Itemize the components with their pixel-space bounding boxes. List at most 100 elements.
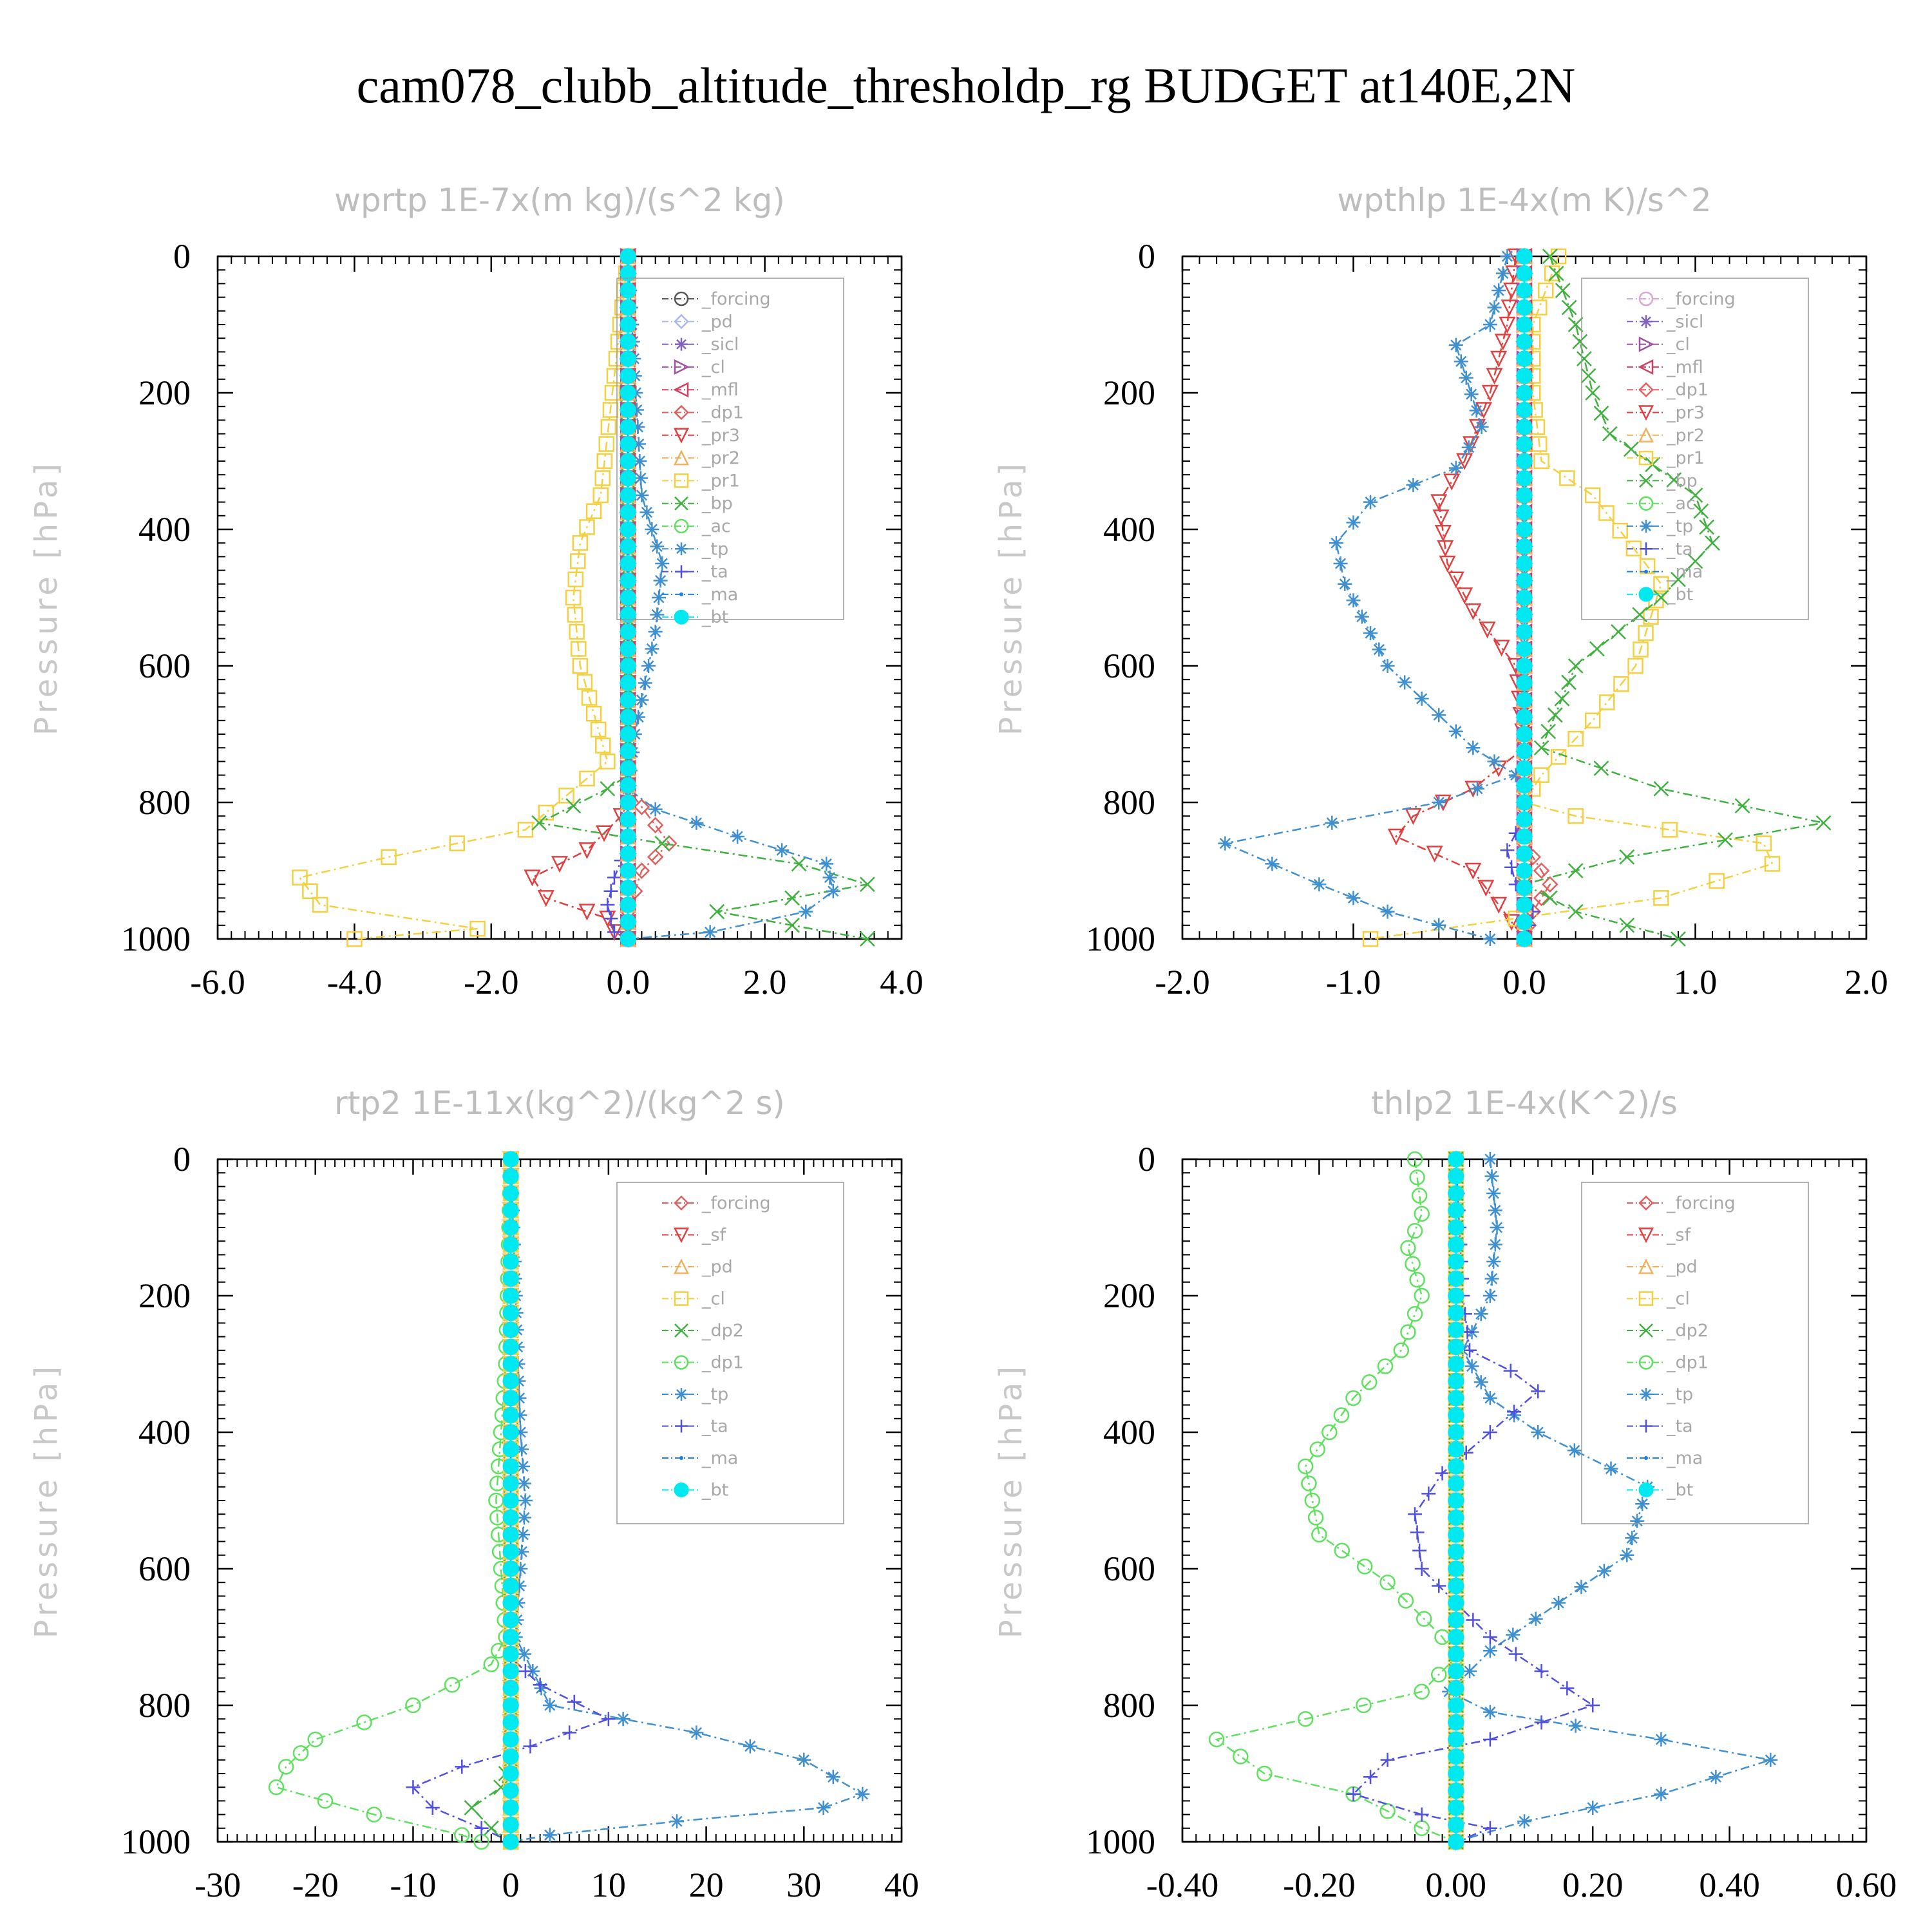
data-point — [1405, 1256, 1421, 1272]
legend-marker — [674, 473, 689, 488]
data-point — [1379, 1574, 1396, 1591]
data-point — [1469, 403, 1484, 418]
x-tick-label: -1.0 — [1326, 963, 1381, 1001]
data-point — [469, 920, 486, 937]
data-point — [1448, 1799, 1464, 1816]
data-point — [1432, 509, 1450, 527]
data-point — [602, 402, 619, 418]
y-axis: 0 200 400 600 800 1000 — [1086, 1140, 1866, 1861]
legend-label: _bp — [701, 494, 733, 514]
data-point — [1421, 1486, 1436, 1501]
data-point — [1481, 384, 1499, 402]
data-point — [1516, 487, 1533, 504]
legend-label: _ac — [1666, 494, 1696, 514]
legend-marker — [1638, 496, 1654, 511]
data-point — [620, 674, 636, 692]
data-point — [1414, 1287, 1430, 1304]
data-point — [1405, 808, 1422, 825]
data-point — [1516, 692, 1533, 708]
legend-label: _tp — [1666, 516, 1693, 536]
data-point — [620, 794, 636, 811]
data-point — [1448, 1697, 1464, 1714]
legend-marker — [1638, 336, 1654, 352]
data-point — [650, 539, 665, 554]
data-point — [1555, 283, 1571, 298]
data-point — [1619, 849, 1635, 865]
data-point — [620, 862, 636, 879]
data-point — [799, 904, 813, 919]
y-tick-label: 600 — [138, 647, 191, 685]
data-point — [620, 265, 636, 282]
data-point — [1482, 1732, 1497, 1747]
data-point — [576, 674, 593, 690]
data-point — [1492, 283, 1506, 298]
data-point — [1654, 1732, 1669, 1747]
data-point — [1470, 781, 1484, 796]
data-point — [1448, 1372, 1464, 1390]
y-tick-label: 400 — [1103, 510, 1155, 549]
data-point — [1540, 723, 1557, 739]
y-tick-label: 800 — [1103, 783, 1155, 822]
legend-item: _bt — [662, 607, 728, 627]
data-point — [1625, 1531, 1640, 1546]
legend-marker — [1638, 427, 1654, 443]
data-point — [1479, 621, 1496, 639]
data-point — [860, 931, 875, 947]
data-point — [1448, 1356, 1464, 1372]
series-ta — [1346, 1152, 1600, 1849]
legend-label: _forcing — [701, 289, 771, 309]
data-point — [1448, 1833, 1464, 1850]
data-point — [1448, 724, 1463, 739]
panel-title: thlp2 1E-4x(K^2)/s — [1371, 1084, 1678, 1122]
legend-marker — [1638, 1482, 1654, 1497]
data-point — [1448, 1714, 1464, 1731]
legend-label: _cl — [1666, 335, 1690, 355]
data-point — [1499, 316, 1516, 334]
legend-marker — [673, 428, 690, 444]
legend-label: _forcing — [1666, 289, 1736, 309]
data-point — [1516, 726, 1533, 743]
data-point — [569, 623, 585, 640]
x-tick-label: 2.0 — [743, 963, 787, 1001]
data-point — [1516, 367, 1533, 384]
data-point — [1516, 469, 1533, 487]
data-point — [1448, 1595, 1464, 1611]
series-line — [1394, 256, 1526, 940]
y-axis-label: Pressure [hPa] — [993, 1363, 1029, 1638]
data-point — [1346, 515, 1361, 530]
x-tick-label: 1.0 — [1674, 963, 1718, 1001]
data-point — [600, 753, 616, 770]
legend: _forcing _sicl _cl_mfl _dp1 _pr3 _pr2_pr1 _bp _… — [1581, 278, 1809, 620]
data-point — [620, 743, 636, 760]
data-point — [1815, 815, 1832, 831]
legend-label: _mfl — [701, 380, 739, 400]
data-point — [620, 316, 636, 333]
data-point — [1516, 521, 1533, 538]
legend-item: _ma — [1627, 562, 1703, 582]
x-tick-label: 0 — [502, 1866, 520, 1904]
data-point — [620, 726, 636, 743]
data-point — [620, 931, 636, 947]
data-point — [600, 781, 616, 797]
data-point — [1448, 1475, 1464, 1492]
plot-frame — [1181, 1158, 1868, 1843]
data-point — [1624, 441, 1639, 457]
data-point — [449, 835, 465, 851]
data-point — [620, 384, 636, 401]
data-point — [1434, 525, 1452, 542]
data-point — [346, 931, 363, 947]
y-tick-label: 200 — [138, 374, 191, 412]
data-point — [570, 641, 587, 657]
data-point — [1400, 1240, 1416, 1256]
data-point — [592, 487, 609, 504]
legend-item: _ac — [1627, 494, 1696, 514]
data-point — [1463, 1664, 1477, 1678]
data-point — [620, 811, 636, 828]
legend-label: _pr1 — [1666, 448, 1705, 468]
data-point — [1627, 658, 1643, 674]
series-bt — [1448, 1151, 1464, 1850]
legend-item: _dp1 — [662, 403, 744, 423]
legend-label: _tp — [701, 539, 728, 559]
